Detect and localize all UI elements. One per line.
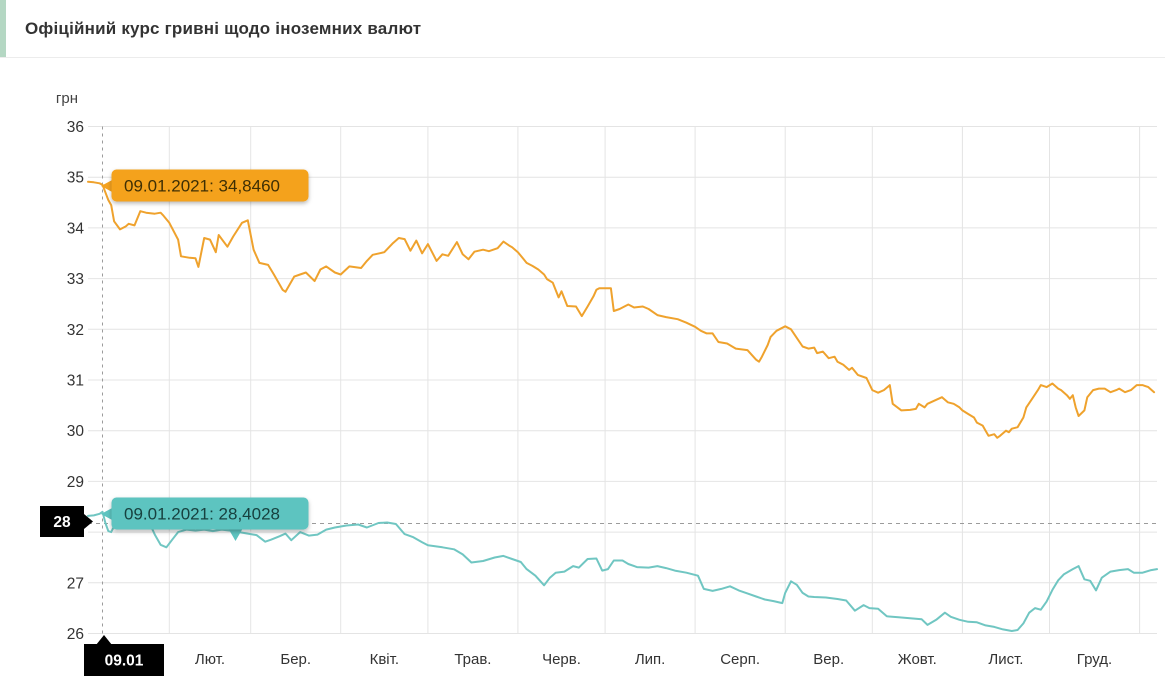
crosshair-y-chip: 28 [40,506,93,537]
y-tick-label: 33 [67,271,84,288]
y-tick-label: 32 [67,322,84,339]
crosshair-x-chip-label: 09.01 [105,653,144,670]
page-title: Офіційний курс гривні щодо іноземних вал… [25,19,422,38]
tooltip-teal-bottom-tail [228,528,243,541]
x-tick-label: Трав. [454,651,491,668]
grid-layer [88,126,1157,634]
y-tick-label: 31 [67,373,84,390]
x-tick-label: Лют. [195,651,225,668]
crosshair-layer [88,126,1157,640]
tooltip-orange-text: 09.01.2021: 34,8460 [124,177,280,196]
axis-layer: 36 35 34 33 32 31 30 29 27 26 Лют. Бер. Квіт. Трав. Че… [67,119,1112,668]
y-tick-label: 27 [67,575,84,592]
x-tick-label: Груд. [1077,651,1112,668]
y-tick-label: 29 [67,474,84,491]
x-tick-label: Вер. [813,651,844,668]
y-tick-label: 26 [67,626,84,643]
tooltip-orange-box [111,169,309,202]
tooltip-teal-tail [101,507,114,521]
crosshair-x-chip: 09.01 [84,635,164,676]
y-tick-label: 34 [67,220,85,237]
tooltip-orange: 09.01.2021: 34,8460 [101,169,309,202]
crosshair-y-chip-label: 28 [53,514,71,531]
tooltip-orange-tail [101,179,114,193]
x-tick-label: Бер. [280,651,311,668]
y-tick-label: 30 [67,423,85,440]
x-tick-label: Жовт. [898,651,937,668]
series-line-orange [87,180,1156,439]
tooltip-teal: 09.01.2021: 28,4028 [101,497,309,541]
y-tick-label: 36 [67,119,84,136]
header-accent-bar [0,0,6,57]
x-tick-label: Черв. [542,651,581,668]
x-tick-label: Квіт. [370,651,399,668]
series-layer [87,180,1158,632]
series-line-teal [87,510,1158,632]
y-tick-label: 35 [67,170,84,187]
tooltip-teal-box [111,497,309,530]
x-tick-label: Лист. [988,651,1023,668]
tooltip-teal-text: 09.01.2021: 28,4028 [124,505,280,524]
x-tick-label: Лип. [635,651,666,668]
x-tick-label: Серп. [720,651,760,668]
page-header: Офіційний курс гривні щодо іноземних вал… [0,0,1165,58]
y-axis-unit-label: грн [56,90,78,107]
